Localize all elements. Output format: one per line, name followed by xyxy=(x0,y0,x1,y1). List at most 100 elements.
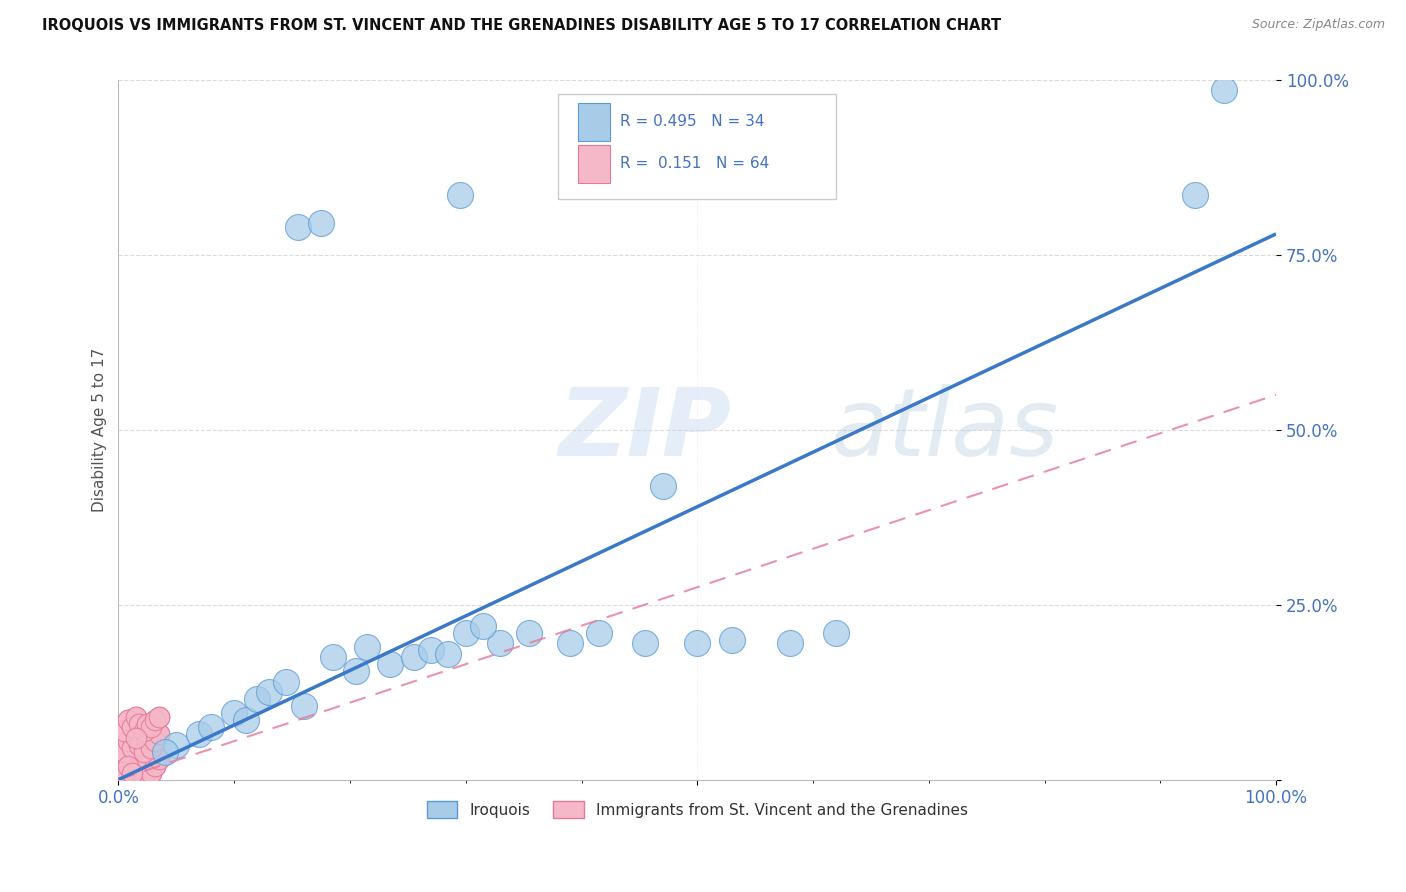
Point xyxy=(121,720,143,734)
Point xyxy=(437,647,460,661)
Point xyxy=(588,625,610,640)
Point xyxy=(145,734,167,748)
Point xyxy=(825,625,848,640)
Point xyxy=(128,716,150,731)
Text: ZIP: ZIP xyxy=(558,384,731,475)
FancyBboxPatch shape xyxy=(558,94,837,199)
Point xyxy=(356,640,378,654)
Point xyxy=(246,692,269,706)
Text: IROQUOIS VS IMMIGRANTS FROM ST. VINCENT AND THE GRENADINES DISABILITY AGE 5 TO 1: IROQUOIS VS IMMIGRANTS FROM ST. VINCENT … xyxy=(42,18,1001,33)
Point xyxy=(200,720,222,734)
Point xyxy=(148,727,170,741)
Point xyxy=(472,618,495,632)
Point xyxy=(128,738,150,752)
Point xyxy=(165,738,187,752)
Point xyxy=(686,636,709,650)
Point xyxy=(112,723,135,738)
Point xyxy=(292,699,315,714)
Text: R = 0.495   N = 34: R = 0.495 N = 34 xyxy=(620,114,765,129)
Point xyxy=(779,636,801,650)
Point xyxy=(132,769,155,783)
Point xyxy=(145,713,167,727)
Point xyxy=(125,751,148,765)
Point xyxy=(188,727,211,741)
Point xyxy=(139,720,162,734)
Point xyxy=(136,731,159,745)
Point xyxy=(128,738,150,752)
Point xyxy=(117,713,139,727)
Point xyxy=(117,734,139,748)
Point xyxy=(112,745,135,759)
Point xyxy=(634,636,657,650)
Point xyxy=(145,713,167,727)
Y-axis label: Disability Age 5 to 17: Disability Age 5 to 17 xyxy=(93,348,107,512)
Text: Source: ZipAtlas.com: Source: ZipAtlas.com xyxy=(1251,18,1385,31)
Point xyxy=(112,769,135,783)
Point xyxy=(276,674,298,689)
Point xyxy=(380,657,402,672)
Point xyxy=(344,664,367,678)
Point xyxy=(145,734,167,748)
Point xyxy=(1184,188,1206,202)
Point xyxy=(121,720,143,734)
Point xyxy=(235,713,257,727)
Text: atlas: atlas xyxy=(831,384,1059,475)
Point xyxy=(322,650,344,665)
Point xyxy=(117,713,139,727)
Point xyxy=(117,758,139,772)
Point xyxy=(139,765,162,780)
Point xyxy=(117,758,139,772)
Point xyxy=(139,765,162,780)
Point xyxy=(287,219,309,234)
Point xyxy=(148,709,170,723)
Point xyxy=(121,741,143,756)
Point xyxy=(128,762,150,776)
Point xyxy=(139,741,162,756)
Point xyxy=(420,643,443,657)
Point xyxy=(132,769,155,783)
Point xyxy=(125,751,148,765)
Point xyxy=(489,636,512,650)
Bar xyxy=(578,145,610,183)
Point xyxy=(121,765,143,780)
Point xyxy=(125,709,148,723)
Point xyxy=(112,745,135,759)
Point xyxy=(132,745,155,759)
Point xyxy=(132,723,155,738)
Point xyxy=(117,758,139,772)
Point xyxy=(651,479,673,493)
Point xyxy=(125,727,148,741)
Point xyxy=(136,716,159,731)
Point xyxy=(139,720,162,734)
Point xyxy=(117,734,139,748)
Point xyxy=(454,625,477,640)
Point xyxy=(132,723,155,738)
Point xyxy=(132,745,155,759)
Point xyxy=(121,741,143,756)
Point xyxy=(112,723,135,738)
Point xyxy=(257,685,280,699)
Point xyxy=(148,751,170,765)
Point xyxy=(1213,83,1236,97)
Point xyxy=(112,769,135,783)
Point xyxy=(112,769,135,783)
Point xyxy=(136,716,159,731)
Point xyxy=(402,650,425,665)
Point xyxy=(145,758,167,772)
Point xyxy=(136,731,159,745)
Point xyxy=(128,762,150,776)
Point xyxy=(125,727,148,741)
Point xyxy=(145,758,167,772)
Bar xyxy=(578,103,610,141)
Legend: Iroquois, Immigrants from St. Vincent and the Grenadines: Iroquois, Immigrants from St. Vincent an… xyxy=(420,795,974,824)
Text: R =  0.151   N = 64: R = 0.151 N = 64 xyxy=(620,156,769,171)
Point xyxy=(125,709,148,723)
Point xyxy=(558,636,581,650)
Point xyxy=(121,765,143,780)
Point xyxy=(139,741,162,756)
Point xyxy=(121,765,143,780)
Point xyxy=(128,716,150,731)
Point xyxy=(136,755,159,769)
Point xyxy=(721,632,744,647)
Point xyxy=(153,745,176,759)
